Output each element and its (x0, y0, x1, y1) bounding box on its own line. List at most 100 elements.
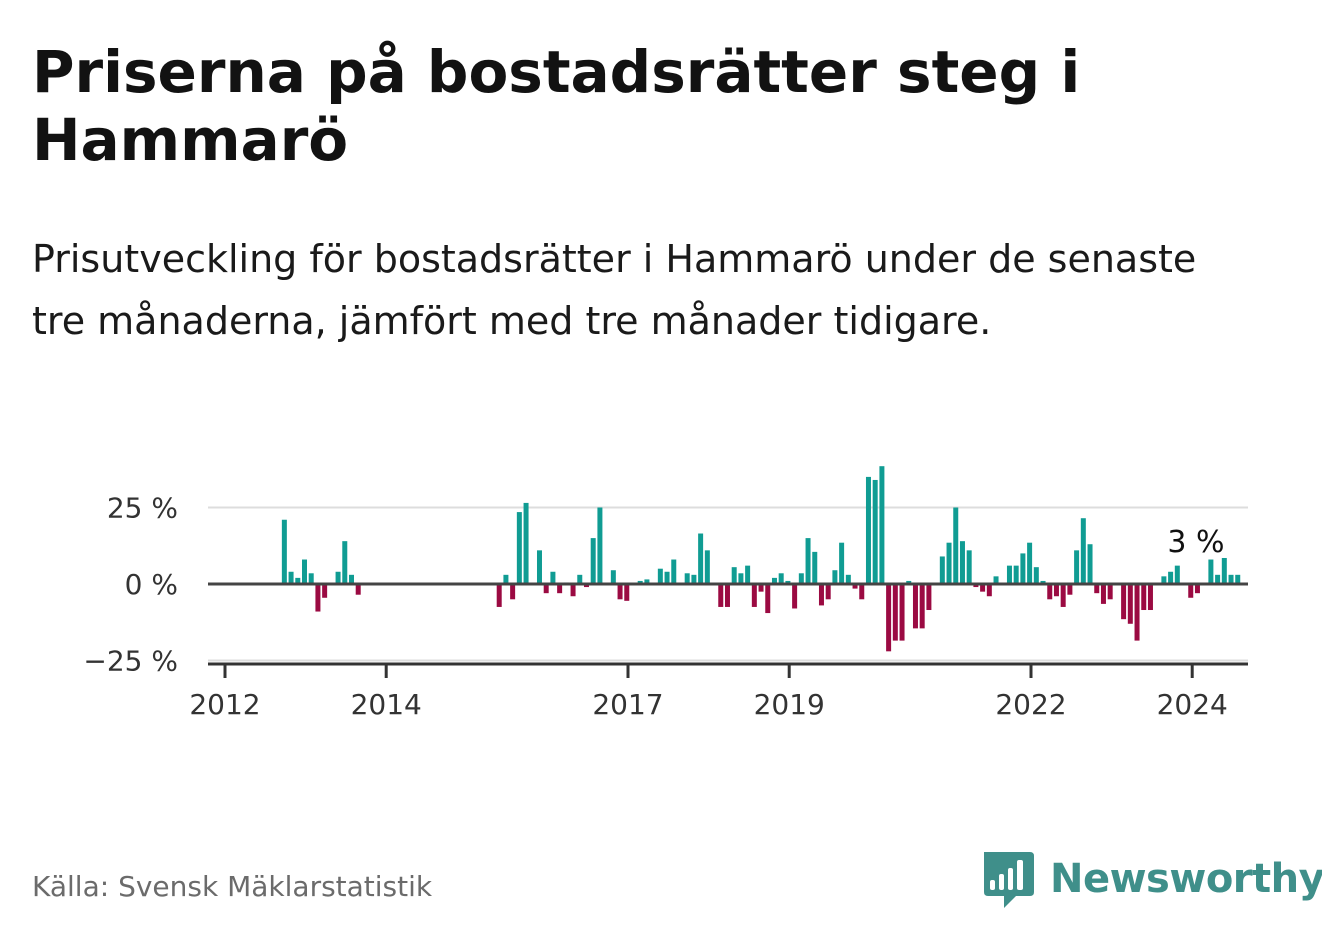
bar (315, 584, 321, 612)
bar (765, 584, 771, 614)
bar (980, 584, 986, 592)
bar (1228, 574, 1234, 584)
bar (301, 559, 307, 584)
bar (503, 574, 509, 584)
bar (771, 577, 777, 584)
bar (355, 584, 361, 595)
bar (865, 476, 871, 584)
bar (1168, 571, 1174, 584)
bar (792, 584, 798, 609)
bar (1215, 574, 1221, 584)
x-tick-label: 2014 (351, 688, 422, 721)
bar (1107, 584, 1113, 600)
bar (1080, 518, 1086, 584)
bar (718, 584, 724, 607)
y-tick-label: −25 % (83, 645, 178, 678)
bar (758, 584, 764, 592)
bar (510, 584, 516, 600)
bar (1100, 584, 1106, 604)
chart-subtitle: Prisutveckling för bostadsrätter i Hamma… (32, 237, 1197, 343)
bar (926, 584, 932, 611)
bar (986, 584, 992, 597)
bar (590, 538, 596, 584)
bar (1161, 576, 1167, 584)
y-tick-label: 0 % (125, 568, 178, 601)
bar (745, 565, 751, 584)
bar (557, 584, 563, 594)
bar (953, 507, 959, 584)
bar (624, 584, 630, 601)
bar (1121, 584, 1127, 620)
bar (886, 584, 892, 652)
bar (577, 574, 583, 584)
bar (698, 533, 704, 584)
bar (1074, 550, 1080, 584)
bar (818, 584, 824, 606)
newsworthy-logo-icon (984, 852, 1034, 908)
bar (798, 573, 804, 584)
bar (973, 584, 979, 588)
bar (295, 577, 301, 584)
bar (704, 550, 710, 584)
bar (1194, 584, 1200, 594)
bar (657, 568, 663, 584)
bar (785, 580, 791, 584)
bar (1040, 580, 1046, 584)
bar (583, 584, 589, 588)
bar (805, 538, 811, 584)
bar-chart: 25 % 0 % −25 % 2012 2014 2017 2019 2022 2024 3 … (83, 466, 1248, 721)
bar (899, 584, 905, 641)
bar (1127, 584, 1133, 624)
bar (1060, 584, 1066, 607)
bar (536, 550, 542, 584)
bar (825, 584, 831, 600)
bar (691, 574, 697, 584)
x-tick-label: 2012 (189, 688, 260, 721)
bar (1094, 584, 1100, 594)
bar (1221, 557, 1227, 584)
brand[interactable]: Newsworthy (980, 848, 1322, 910)
brand-name: Newsworthy (1050, 856, 1322, 902)
bar (1033, 567, 1039, 584)
x-tick-label: 2022 (995, 688, 1066, 721)
bar (906, 580, 912, 584)
bars (281, 466, 1241, 652)
x-axis-ticks: 2012 2014 2017 2019 2022 2024 (189, 664, 1228, 721)
bar (516, 512, 522, 584)
bar (684, 573, 690, 584)
bar (1087, 544, 1093, 584)
bar (496, 584, 502, 607)
bar (731, 567, 737, 584)
bar (570, 584, 576, 597)
bar (1027, 542, 1033, 584)
bar (550, 571, 556, 584)
bar (543, 584, 549, 594)
y-axis-labels: 25 % 0 % −25 % (83, 492, 178, 678)
bar (1067, 584, 1073, 595)
bar (852, 584, 858, 589)
bar (617, 584, 623, 600)
bar (1235, 574, 1241, 584)
bar (644, 579, 650, 584)
bar (597, 507, 603, 584)
bar (812, 551, 818, 584)
bar (1006, 565, 1012, 584)
bar (1020, 553, 1026, 584)
bar (1147, 584, 1153, 611)
bar (993, 576, 999, 584)
bar (919, 584, 925, 629)
bar (335, 571, 341, 584)
source-note: Källa: Svensk Mäklarstatistik (32, 870, 433, 903)
bar (738, 573, 744, 584)
bar (939, 556, 945, 584)
gridlines (208, 506, 1248, 662)
bar (308, 573, 314, 584)
bar (281, 519, 287, 584)
bar (1134, 584, 1140, 641)
bar (1188, 584, 1194, 598)
bar (879, 466, 885, 584)
bar (724, 584, 730, 607)
bar (671, 559, 677, 584)
bar (322, 584, 328, 598)
bar (342, 541, 348, 584)
